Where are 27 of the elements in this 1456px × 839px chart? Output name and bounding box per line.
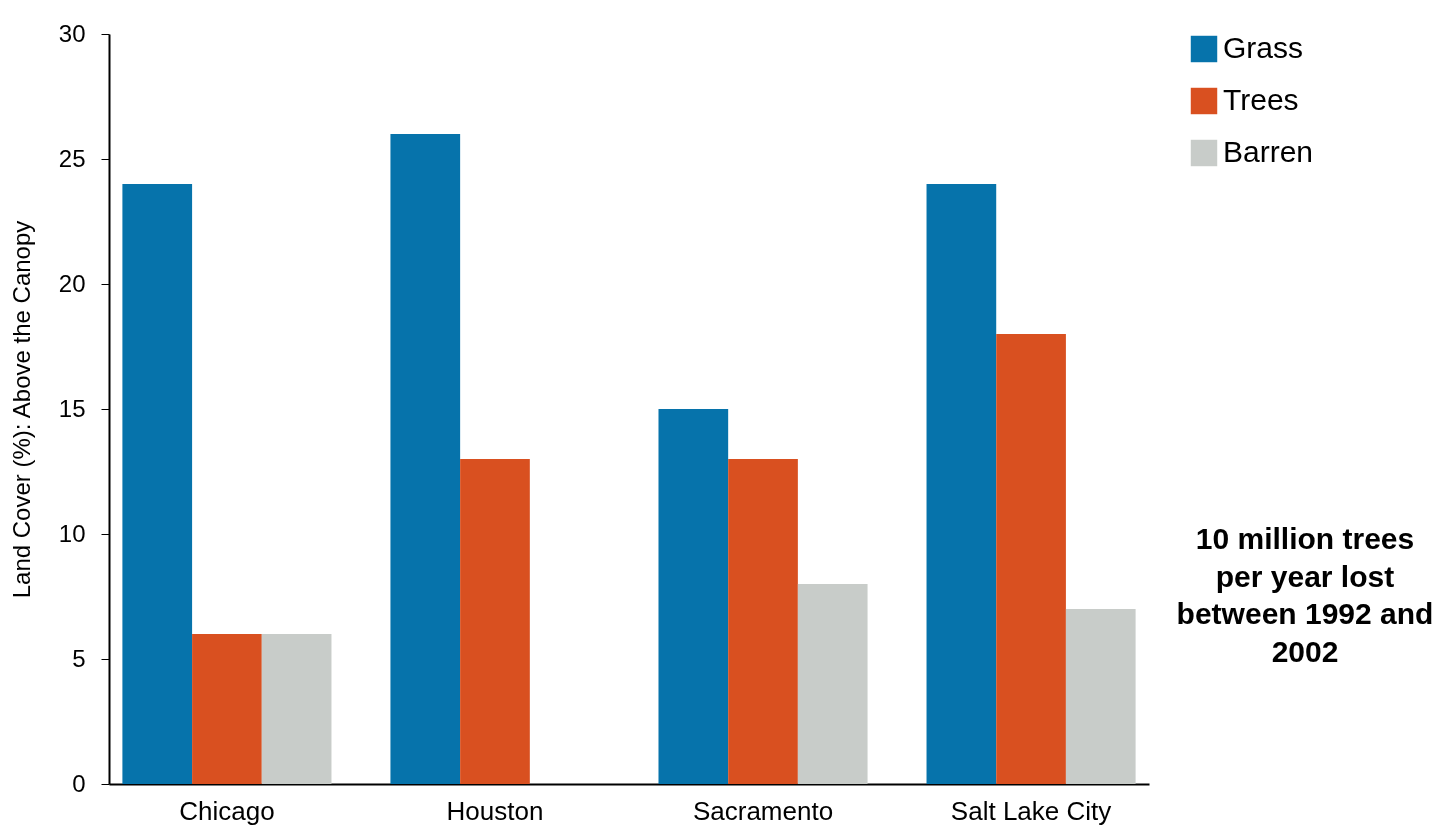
y-tick-label: 15 [58, 394, 86, 422]
x-tick-label: Sacramento [692, 795, 834, 826]
legend-label: Grass [1223, 31, 1304, 64]
bar [926, 184, 997, 784]
bar [658, 409, 729, 784]
x-tick-label: Salt Lake City [950, 795, 1112, 826]
bar [390, 134, 461, 784]
y-tick-label: 25 [58, 144, 86, 172]
bar [797, 584, 868, 784]
bar [261, 634, 332, 784]
bar [728, 459, 798, 784]
y-tick-label: 20 [58, 269, 86, 297]
legend-label: Barren [1223, 135, 1314, 168]
y-tick-label: 10 [58, 519, 86, 547]
bar [122, 184, 193, 784]
text: 10 million trees per year lost between 1992 and 2002 [1175, 521, 1435, 670]
bar [460, 459, 530, 784]
y-tick-label: 0 [72, 769, 86, 797]
x-tick-label: Houston [446, 795, 544, 826]
y-tick-label: 30 [58, 19, 86, 47]
bar [996, 334, 1066, 784]
y-axis-title: Land Cover (%): Above the Canopy [7, 220, 35, 599]
bar [1065, 609, 1136, 784]
y-tick-label: 5 [72, 644, 86, 672]
x-tick-label: Chicago [179, 795, 275, 826]
legend-label: Trees [1223, 83, 1299, 116]
bar [192, 634, 262, 784]
